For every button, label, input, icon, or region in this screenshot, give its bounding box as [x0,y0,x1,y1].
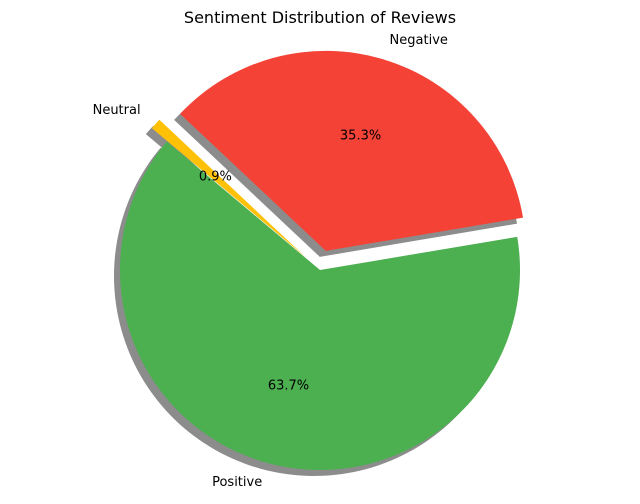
slice-label-positive: Positive [212,475,262,490]
slice-label-neutral: Neutral [93,103,141,118]
pct-label-neutral: 0.9% [199,170,232,185]
slice-labels: Positive 63.7% Negative 35.3% Neutral 0.9% [93,33,448,490]
chart-title: Sentiment Distribution of Reviews [184,8,456,27]
pie-slices [120,50,524,470]
pie-slice-neutral [151,119,306,257]
slice-label-negative: Negative [390,33,448,48]
pie-slice-positive [120,141,520,470]
pct-label-negative: 35.3% [340,129,381,144]
pct-label-positive: 63.7% [268,378,309,393]
pie-slice-negative [180,50,524,251]
